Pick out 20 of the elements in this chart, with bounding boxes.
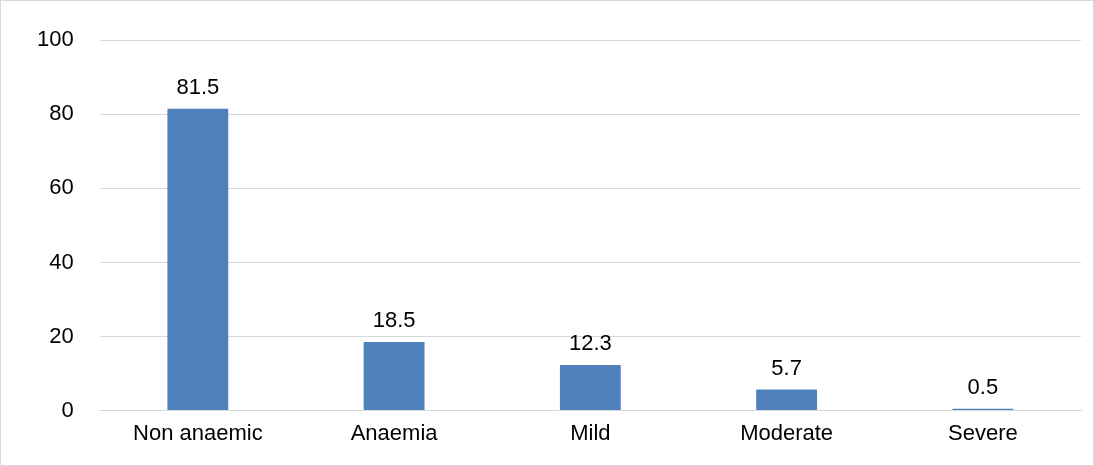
y-tick-label: 80 [49,100,74,126]
y-tick-label: 20 [49,322,74,348]
data-label: 5.7 [771,354,802,380]
data-label: 12.3 [568,330,612,356]
bar [167,108,229,411]
x-tick-label: Moderate [740,419,834,445]
data-label: 0.5 [967,373,999,399]
y-tick-label: 40 [49,248,74,274]
bar [363,342,425,411]
x-tick-label: Anaemia [350,419,439,445]
data-label: 18.5 [372,307,416,333]
bar [756,389,818,411]
bar [559,365,621,411]
x-tick-label: Non anaemic [133,419,263,445]
data-label: 81.5 [176,73,220,99]
y-tick-label: 0 [61,396,74,422]
x-tick-label: Severe [948,419,1018,445]
y-tick-label: 60 [49,174,74,200]
x-tick-label: Mild [570,419,611,445]
y-tick-label: 100 [36,26,74,52]
